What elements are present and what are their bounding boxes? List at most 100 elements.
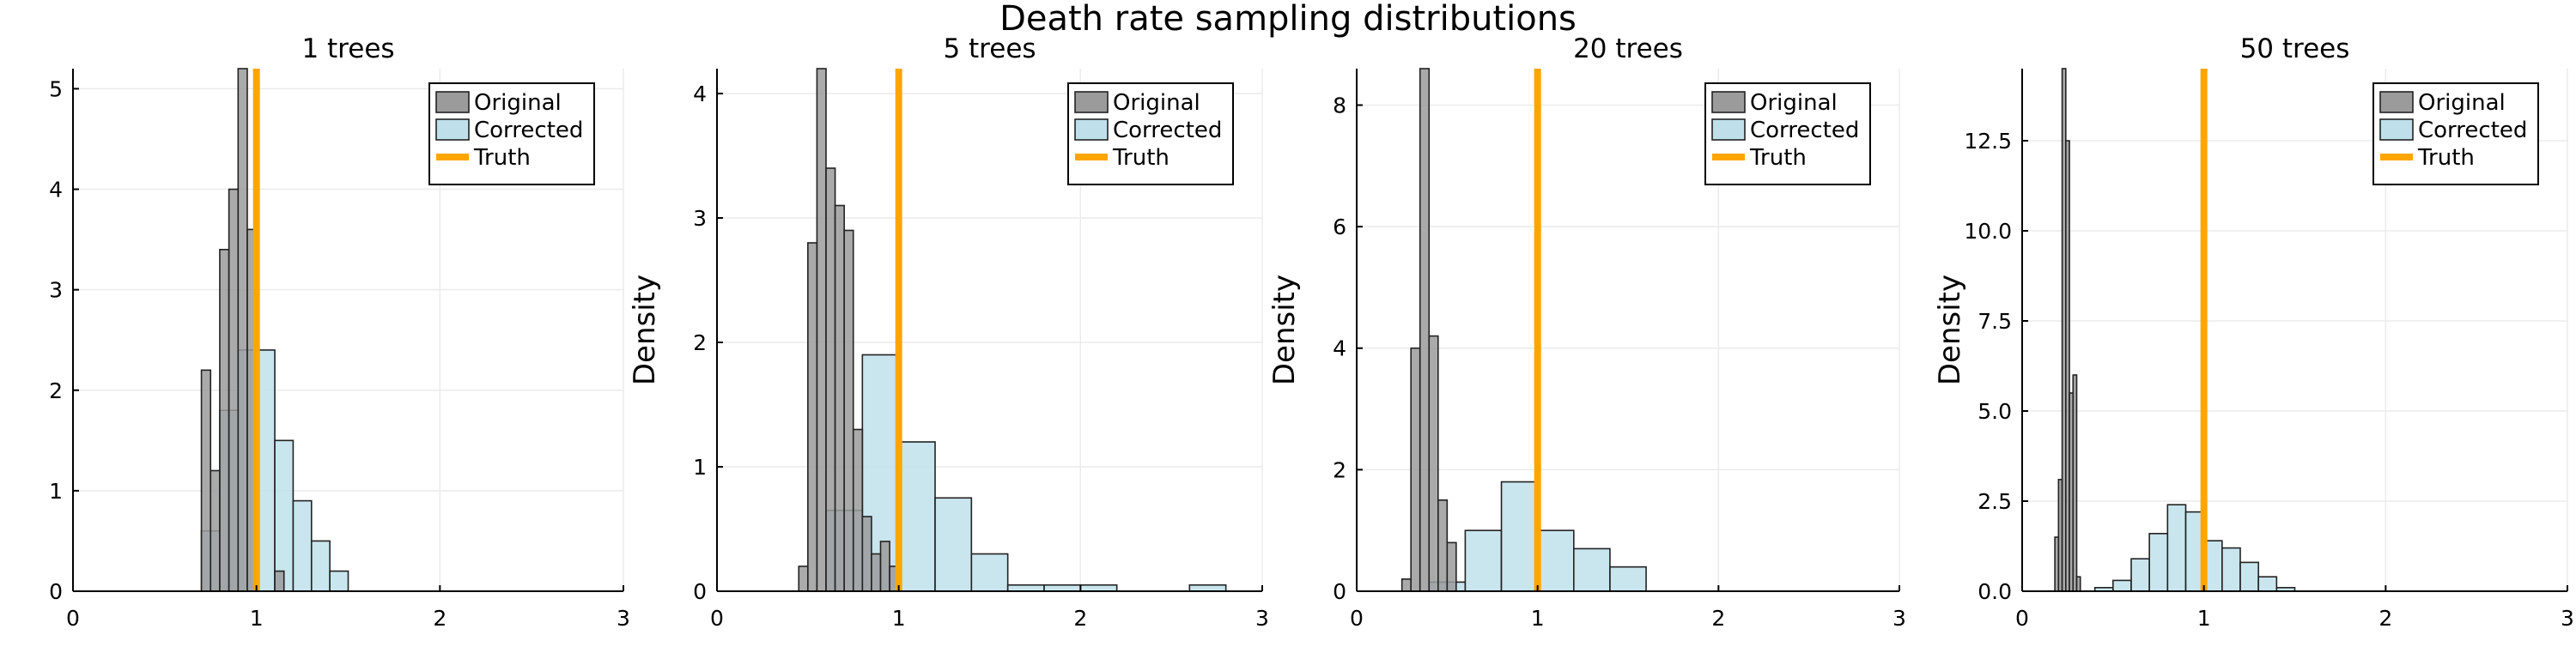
bar-original [871,553,882,592]
y-tick-label: 10.0 [1964,219,2012,244]
y-axis-label: Density [628,275,662,385]
bar-original [879,541,890,592]
bar-corrected [2239,561,2259,592]
y-tick-label: 1 [49,479,63,504]
bar-original [861,516,872,592]
y-tick-label: 2 [49,378,63,403]
y-tick-label: 2.5 [1978,489,2012,514]
y-axis-label: Density [1267,275,1302,385]
x-tick-label: 1 [250,606,264,631]
y-tick-label: 12.5 [1964,129,2012,154]
bar-corrected [1609,565,1647,592]
y-tick-label: 0.0 [1978,579,2012,604]
y-tick-label: 2 [1333,457,1346,482]
bar-corrected [1573,547,1611,592]
legend-swatch-corrected [435,118,470,141]
y-tick-label: 1 [693,455,707,480]
y-tick-label: 3 [49,278,63,303]
legend-label: Truth [1749,145,1807,171]
legend-label: Corrected [2418,118,2527,143]
bar-corrected [2166,504,2187,592]
x-tick-label: 3 [2561,606,2574,631]
x-tick-label: 3 [1255,606,1269,631]
bar-corrected [1006,584,1045,592]
bar-corrected [1500,481,1539,592]
panel-title: 5 trees [943,33,1036,64]
bar-original [1419,68,1431,592]
bar-original [798,565,809,592]
bar-original [237,68,248,592]
legend-label: Truth [1112,145,1170,171]
bar-corrected [1188,584,1227,592]
bar-original [807,242,818,592]
bar-original [816,68,827,592]
bar-original [825,167,836,592]
bar-corrected [2221,547,2241,592]
bar-original [200,369,212,592]
x-tick-label: 2 [433,606,447,631]
x-tick-label: 0 [2015,606,2029,631]
x-tick-label: 3 [617,606,630,631]
y-tick-label: 4 [1333,336,1346,361]
y-tick-label: 5.0 [1978,399,2012,424]
legend-swatch-corrected [1711,118,1746,141]
y-tick-label: 5 [49,76,63,101]
bar-original [219,249,230,592]
legend-label: Truth [2417,145,2475,171]
x-tick-label: 1 [1531,606,1545,631]
x-tick-label: 3 [1893,606,1906,631]
bar-original [843,229,854,592]
x-tick-label: 1 [892,606,906,631]
legend-swatch-corrected [1074,118,1109,141]
x-tick-label: 1 [2197,606,2211,631]
y-tick-label: 3 [693,206,707,231]
bar-corrected [934,497,973,592]
x-tick-label: 2 [1711,606,1725,631]
bar-corrected [2148,532,2169,592]
bar-corrected [1536,529,1575,592]
bar-original [1437,499,1449,592]
y-tick-label: 0 [49,579,63,604]
y-tick-label: 7.5 [1978,309,2012,334]
bar-corrected [1043,584,1082,592]
y-tick-label: 6 [1333,215,1346,239]
figure-title: Death rate sampling distributions [999,0,1577,39]
bar-original [1428,335,1439,592]
bar-original [274,570,285,592]
bar-original [834,204,845,592]
bar-corrected [2257,576,2278,592]
bar-original [2075,576,2081,592]
y-tick-label: 2 [693,330,707,355]
bar-corrected [329,570,349,592]
legend-label: Original [2418,90,2506,116]
legend-swatch-original [2379,91,2414,113]
bar-original [852,428,864,592]
legend-label: Corrected [1750,118,1859,143]
x-tick-label: 0 [66,606,80,631]
y-axis-label: Density [1933,275,1967,385]
y-tick-label: 8 [1333,93,1346,118]
legend-label: Corrected [474,118,583,143]
y-tick-label: 4 [693,82,707,106]
panel-title: 50 trees [2240,33,2350,64]
bar-corrected [1464,529,1503,592]
panel-4: 0 1 2 3 0.0 2.5 5.0 7.5 10.0 12.5 50 trees Density O… [1933,33,2574,631]
panel-title: 1 trees [301,33,394,64]
bar-corrected [1079,584,1118,592]
panel-2: 0 1 2 3 0 1 2 3 4 5 trees Density OriginalCorrected… [628,33,1269,631]
legend-label: Original [474,90,562,116]
y-tick-label: 0 [1333,579,1346,604]
y-tick-label: 0 [693,579,707,604]
legend-swatch-corrected [2379,118,2414,141]
bar-corrected [2112,579,2132,592]
legend-label: Truth [473,145,531,171]
panel-title: 20 trees [1573,33,1683,64]
legend-swatch-original [1074,91,1109,113]
